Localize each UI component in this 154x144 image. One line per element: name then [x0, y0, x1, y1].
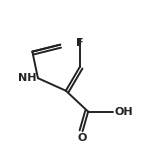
- Text: F: F: [76, 38, 83, 48]
- Text: NH: NH: [18, 73, 36, 83]
- Text: O: O: [78, 133, 87, 143]
- Text: OH: OH: [115, 107, 133, 117]
